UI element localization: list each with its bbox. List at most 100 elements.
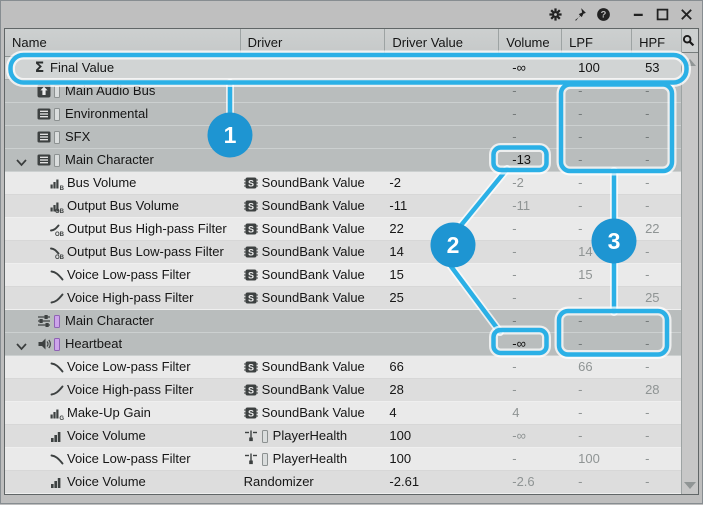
row-name: Output Bus Low-pass Filter: [67, 241, 224, 263]
soundbank-icon: S: [244, 406, 259, 421]
volume-value: -∞: [499, 57, 562, 79]
color-chip-purple: [54, 338, 60, 351]
bus-icon: [36, 130, 51, 145]
column-header-driver[interactable]: Driver: [241, 29, 386, 56]
driver-value: 4: [385, 402, 499, 424]
row-name: Heartbeat: [65, 333, 122, 355]
table-row[interactable]: Main Character---: [5, 310, 682, 333]
hpf-value: -: [632, 241, 682, 263]
svg-text:?: ?: [601, 10, 607, 20]
voice-volume-icon: [49, 475, 64, 490]
hpf-value: -: [632, 80, 682, 102]
volume-value: -: [499, 356, 562, 378]
driver-value: [385, 333, 499, 355]
hpf-value: -: [632, 356, 682, 378]
row-name: Final Value: [50, 57, 114, 79]
hpf-value: -: [632, 103, 682, 125]
table-row[interactable]: Main Audio Bus---: [5, 80, 682, 103]
driver-value: 14: [385, 241, 499, 263]
volume-value: -: [499, 287, 562, 309]
driver-value: [385, 149, 499, 171]
driver-label: SoundBank Value: [262, 241, 365, 263]
maximize-button[interactable]: [654, 6, 671, 23]
settings-button[interactable]: [547, 6, 564, 23]
highpass-curve-icon: [49, 291, 64, 306]
column-header-volume[interactable]: Volume: [499, 29, 562, 56]
scroll-down-button[interactable]: [684, 482, 696, 489]
svg-text:S: S: [248, 270, 254, 280]
driver-color-chip: [262, 430, 268, 443]
volume-value: -: [499, 241, 562, 263]
search-button[interactable]: [682, 29, 698, 53]
expander-chevron-down-icon[interactable]: [15, 154, 28, 167]
volume-value: 4: [499, 402, 562, 424]
hpf-value: 28: [632, 379, 682, 401]
driver-value: 15: [385, 264, 499, 286]
svg-text:OB: OB: [55, 209, 64, 213]
minimize-button[interactable]: [630, 6, 647, 23]
volume-value: -∞: [499, 333, 562, 355]
lpf-value: 14: [562, 241, 632, 263]
row-name: Voice Low-pass Filter: [67, 356, 191, 378]
color-chip-gray: [54, 108, 60, 121]
volume-value: -: [499, 264, 562, 286]
driver-label: SoundBank Value: [262, 402, 365, 424]
table-row[interactable]: Main Character-13--: [5, 149, 682, 172]
driver-value: [385, 310, 499, 332]
driver-value: 100: [385, 448, 499, 470]
hpf-value: -: [632, 471, 682, 493]
soundbank-icon: S: [244, 360, 259, 375]
column-header-hpf[interactable]: HPF: [632, 29, 682, 56]
volume-value: -: [499, 80, 562, 102]
lpf-value: -: [562, 425, 632, 447]
hpf-value: -: [632, 425, 682, 447]
hpf-value: -: [632, 172, 682, 194]
volume-value: -: [499, 448, 562, 470]
close-button[interactable]: [678, 6, 695, 23]
expander-chevron-down-icon[interactable]: [15, 338, 28, 351]
driver-value: -2: [385, 172, 499, 194]
help-button[interactable]: ?: [595, 6, 612, 23]
table-row[interactable]: Environmental---: [5, 103, 682, 126]
hpf-value: -: [632, 126, 682, 148]
color-chip-gray: [54, 131, 60, 144]
svg-text:S: S: [248, 201, 254, 211]
column-header-driver_value[interactable]: Driver Value: [385, 29, 499, 56]
color-chip-gray: [54, 154, 60, 167]
row-name: Voice Volume: [67, 471, 146, 493]
lpf-value: -: [562, 402, 632, 424]
table-row[interactable]: Heartbeat-∞--: [5, 333, 682, 356]
volume-value: -11: [499, 195, 562, 217]
bus-icon: [36, 153, 51, 168]
column-header-name[interactable]: Name: [5, 29, 241, 56]
hpf-value: -: [632, 310, 682, 332]
svg-text:S: S: [248, 178, 254, 188]
lpf-value: -: [562, 287, 632, 309]
lpf-value: -: [562, 149, 632, 171]
row-name: Output Bus High-pass Filter: [67, 218, 227, 240]
column-header-lpf[interactable]: LPF: [562, 29, 632, 56]
soundbank-icon: S: [244, 222, 259, 237]
svg-text:S: S: [248, 293, 254, 303]
table-row[interactable]: SFX---: [5, 126, 682, 149]
pin-button[interactable]: [571, 6, 588, 23]
scroll-up-button[interactable]: [684, 59, 696, 66]
driver-label: SoundBank Value: [262, 195, 365, 217]
lpf-value: -: [562, 310, 632, 332]
